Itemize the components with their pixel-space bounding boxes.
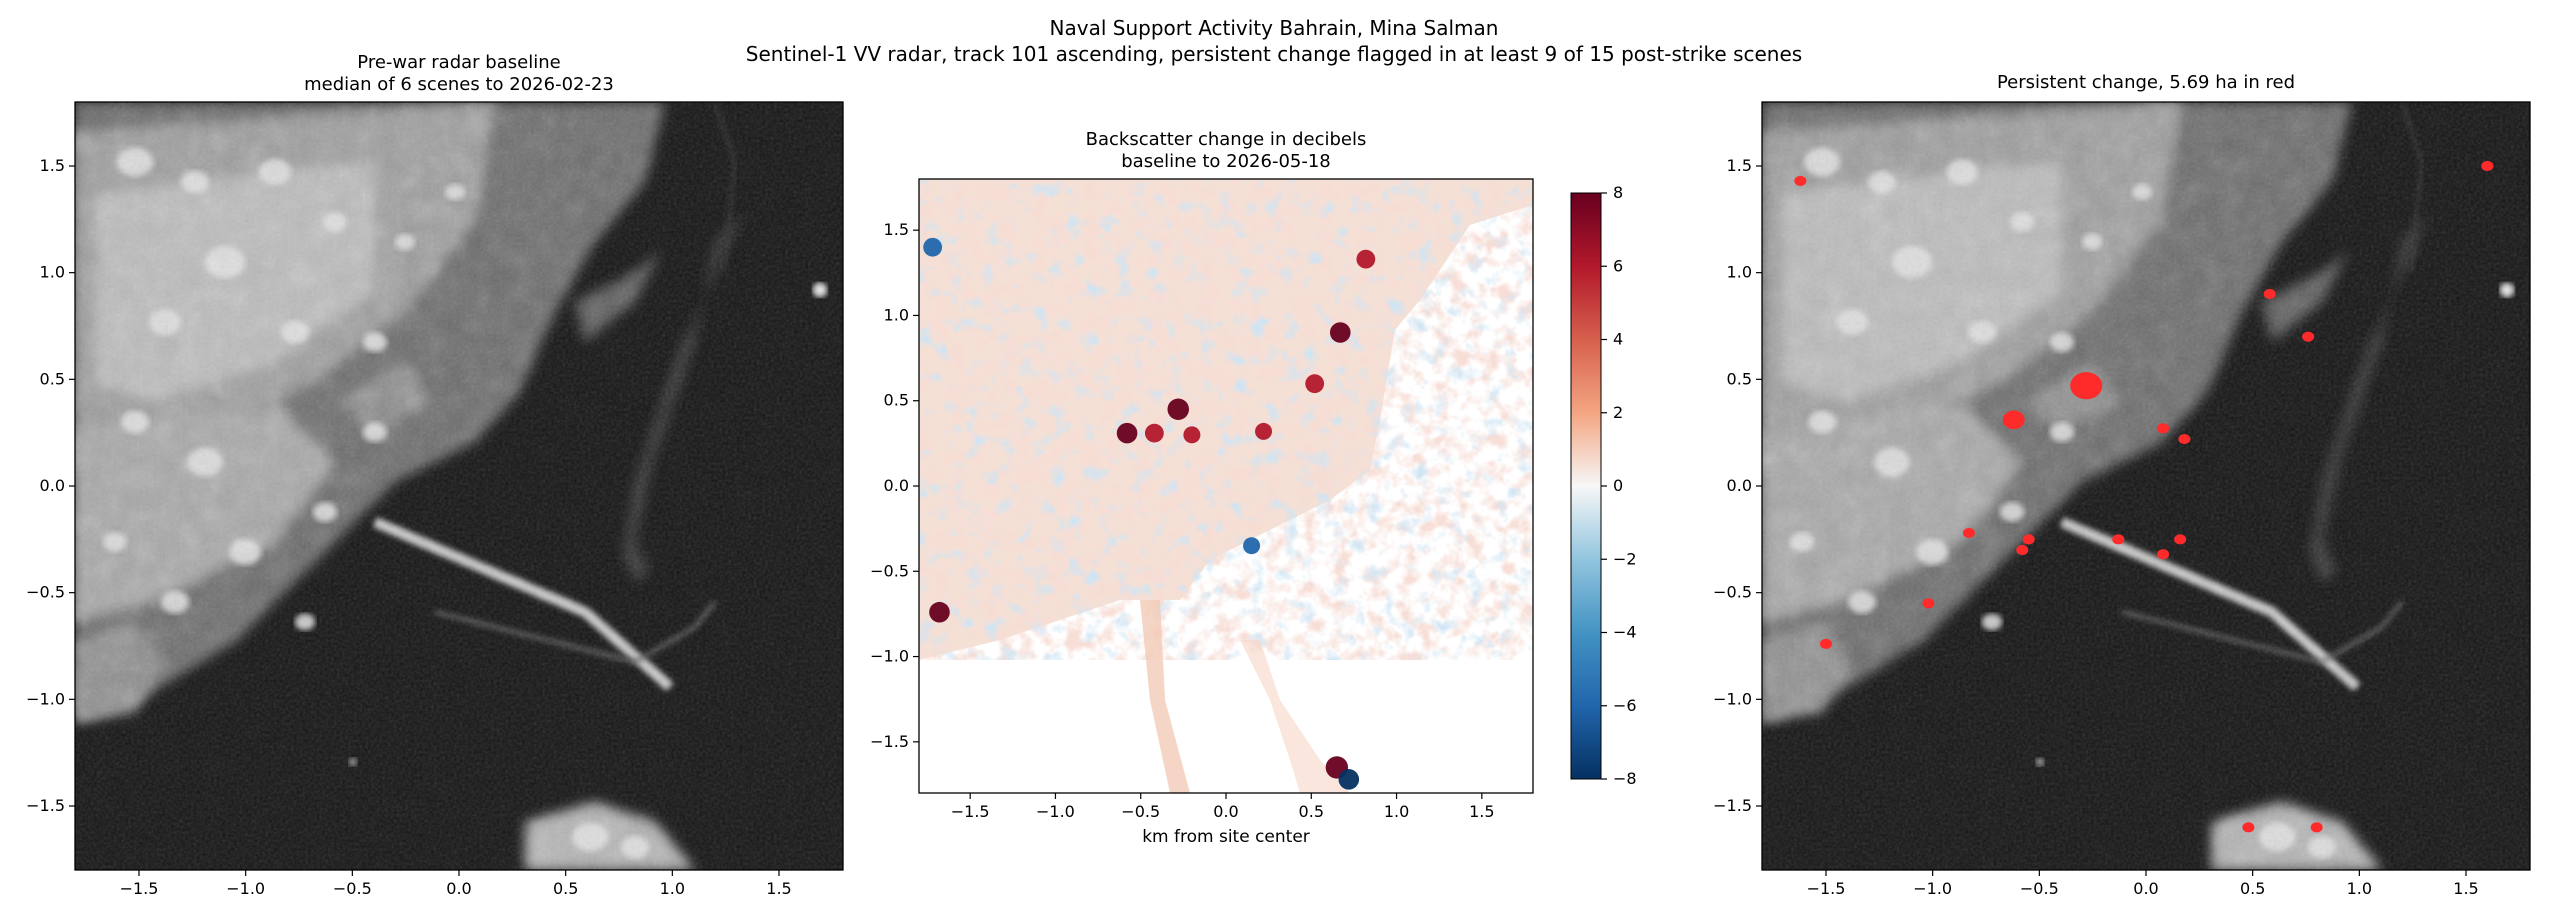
y-tick-label: −1.0 [870, 647, 909, 666]
x-tick-label: −0.5 [1121, 802, 1160, 821]
x-tick-label: 1.0 [2347, 879, 2372, 898]
persistent-change-patch [2112, 534, 2125, 545]
persistent-change-patch [2157, 549, 2170, 560]
y-tick-label: 1.0 [1727, 263, 1752, 282]
y-tick-label: 1.0 [884, 305, 909, 324]
persistent-change-patch [2157, 423, 2170, 434]
suptitle-line1: Naval Support Activity Bahrain, Mina Sal… [1050, 16, 1499, 40]
y-tick-label: 0.0 [1727, 476, 1752, 495]
middle-axis-ticks: −1.5 −1.0 −0.5 0.0 0.5 1.0 1.5 −1.5 −1.0 −0.5 0.0 0… [870, 220, 1494, 821]
persistent-change-patch [1962, 527, 1975, 539]
change-hotspot [923, 237, 943, 257]
persistent-change-patch [1820, 638, 1832, 649]
right-panel-title: Persistent change, 5.69 ha in red [1997, 72, 2295, 93]
y-tick-label: 0.5 [884, 391, 909, 410]
middle-panel-title-line2: baseline to 2026-05-18 [1121, 151, 1331, 172]
colorbar-tick-label: −2 [1613, 549, 1637, 568]
change-hotspot [929, 601, 950, 623]
middle-x-axis-label: km from site center [1142, 827, 1310, 847]
persistent-change-patch [2302, 331, 2315, 342]
x-tick-label: −1.5 [120, 879, 159, 898]
x-tick-label: 0.0 [446, 879, 471, 898]
x-tick-label: 1.0 [1384, 802, 1409, 821]
y-tick-label: −0.5 [1713, 583, 1752, 602]
y-tick-label: 1.0 [40, 263, 65, 282]
x-tick-label: 1.0 [660, 879, 685, 898]
left-panel-title-line1: Pre-war radar baseline [357, 52, 560, 73]
left-radar-image [75, 102, 843, 870]
left-axis-ticks: −1.5 −1.0 −0.5 0.0 0.5 1.0 1.5 −1.5 −1.0 −0.5 0.0 0… [26, 156, 792, 898]
x-tick-label: 0.5 [2240, 879, 2265, 898]
y-tick-label: −0.5 [870, 561, 909, 580]
persistent-change-patch [2481, 160, 2494, 172]
y-tick-label: −0.5 [26, 583, 65, 602]
x-tick-label: 0.5 [1299, 802, 1324, 821]
colorbar-tick-label: 6 [1613, 256, 1623, 275]
x-tick-label: −0.5 [333, 879, 372, 898]
persistent-change-patch [1794, 175, 1807, 187]
y-tick-label: 0.5 [1727, 369, 1752, 388]
change-hotspot [1255, 422, 1273, 440]
right-axis-ticks: −1.5 −1.0 −0.5 0.0 0.5 1.0 1.5 −1.5 −1.0 −0.5 0.0 0… [1713, 156, 2479, 898]
y-tick-label: −1.5 [1713, 796, 1752, 815]
colorbar-tick-label: 2 [1613, 403, 1623, 422]
x-tick-label: 0.0 [1213, 802, 1238, 821]
x-tick-label: −0.5 [2020, 879, 2059, 898]
change-hotspot [1183, 426, 1201, 444]
persistent-change-patch [2070, 372, 2103, 400]
left-panel-title-line2: median of 6 scenes to 2026-02-23 [304, 74, 614, 95]
x-tick-label: 1.5 [1469, 802, 1494, 821]
y-tick-label: 1.5 [1727, 156, 1752, 175]
persistent-change-patch [2263, 288, 2276, 300]
colorbar-tick-label: −8 [1613, 769, 1637, 788]
x-tick-label: −1.5 [951, 802, 990, 821]
persistent-change-patch [2178, 433, 2191, 445]
y-tick-label: 1.5 [40, 156, 65, 175]
persistent-change-map [1762, 102, 2530, 870]
colorbar-tick-label: 4 [1613, 330, 1623, 349]
x-tick-label: −1.0 [226, 879, 265, 898]
y-tick-label: −1.5 [26, 796, 65, 815]
colorbar-tick-label: 0 [1613, 476, 1623, 495]
persistent-change-patch [2002, 410, 2025, 430]
middle-panel-title-line1: Backscatter change in decibels [1086, 129, 1367, 150]
persistent-change-patch [2242, 822, 2255, 833]
colorbar-ticks: −8 −6 −4 −2 0 2 4 6 8 [1601, 183, 1637, 788]
x-tick-label: 0.0 [2133, 879, 2158, 898]
persistent-change-patch [1922, 598, 1935, 609]
y-tick-label: 1.5 [884, 220, 909, 239]
x-tick-label: −1.5 [1807, 879, 1846, 898]
change-hotspot [1116, 422, 1138, 444]
persistent-change-patch [2016, 544, 2029, 556]
x-tick-label: −1.0 [1036, 802, 1075, 821]
colorbar-tick-label: −4 [1613, 623, 1637, 642]
y-tick-label: −1.0 [26, 689, 65, 708]
persistent-change-patch [2174, 534, 2187, 545]
persistent-change-patch [2022, 534, 2035, 545]
change-hotspot [1338, 769, 1360, 790]
change-hotspot [1356, 249, 1376, 269]
change-hotspot [1305, 374, 1325, 394]
y-tick-label: −1.0 [1713, 689, 1752, 708]
backscatter-change-map [919, 179, 1533, 793]
y-tick-label: −1.5 [870, 732, 909, 751]
x-tick-label: 1.5 [766, 879, 791, 898]
colorbar-tick-label: −6 [1613, 696, 1637, 715]
x-tick-label: 0.5 [553, 879, 578, 898]
change-hotspot [1167, 398, 1189, 420]
x-tick-label: −1.0 [1913, 879, 1952, 898]
change-hotspot [1144, 423, 1164, 443]
suptitle-line2: Sentinel-1 VV radar, track 101 ascending… [746, 42, 1802, 66]
y-tick-label: 0.5 [40, 369, 65, 388]
colorbar [1570, 192, 1602, 780]
x-tick-label: 1.5 [2453, 879, 2478, 898]
colorbar-tick-label: 8 [1613, 183, 1623, 202]
y-tick-label: 0.0 [884, 476, 909, 495]
change-hotspot [1329, 322, 1351, 343]
change-hotspot [1243, 537, 1261, 555]
persistent-change-patch [2310, 822, 2323, 833]
y-tick-label: 0.0 [40, 476, 65, 495]
